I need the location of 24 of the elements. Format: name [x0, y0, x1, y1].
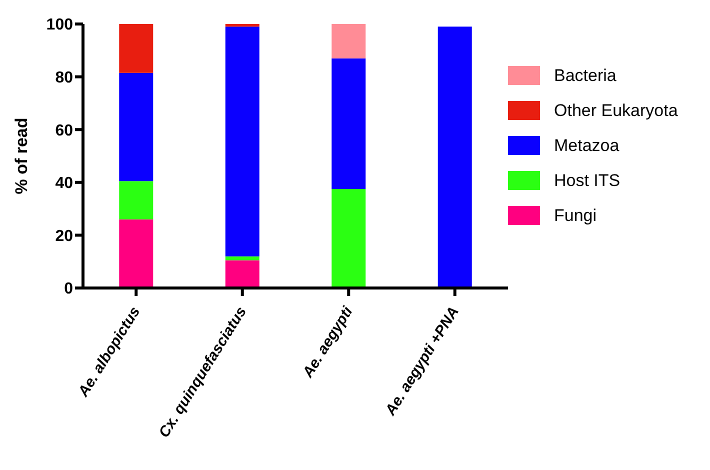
bar: [225, 256, 260, 260]
legend-label: Other Eukaryota: [554, 100, 678, 120]
bar: [119, 181, 154, 220]
legend-label: Bacteria: [554, 66, 616, 86]
y-tick-label: 40: [55, 175, 74, 192]
y-tick-label: 0: [64, 280, 74, 298]
bar: [119, 72, 154, 182]
bar: [119, 24, 154, 73]
bar: [332, 189, 366, 288]
bar: [225, 24, 260, 27]
bar: [119, 219, 154, 288]
y-tick-label: 60: [55, 122, 74, 140]
bar: [332, 24, 366, 58]
y-axis-title: % of read: [12, 118, 32, 194]
y-tick-label: 20: [55, 228, 74, 245]
legend-label: Fungi: [554, 206, 597, 226]
y-tick-label: 80: [55, 69, 74, 86]
bar: [438, 26, 472, 288]
bar: [225, 260, 260, 288]
legend-label: Metazoa: [554, 136, 620, 156]
bar: [332, 58, 366, 189]
y-tick-label: 100: [46, 16, 74, 34]
bar: [225, 26, 260, 256]
legend-label: Host ITS: [554, 170, 620, 190]
